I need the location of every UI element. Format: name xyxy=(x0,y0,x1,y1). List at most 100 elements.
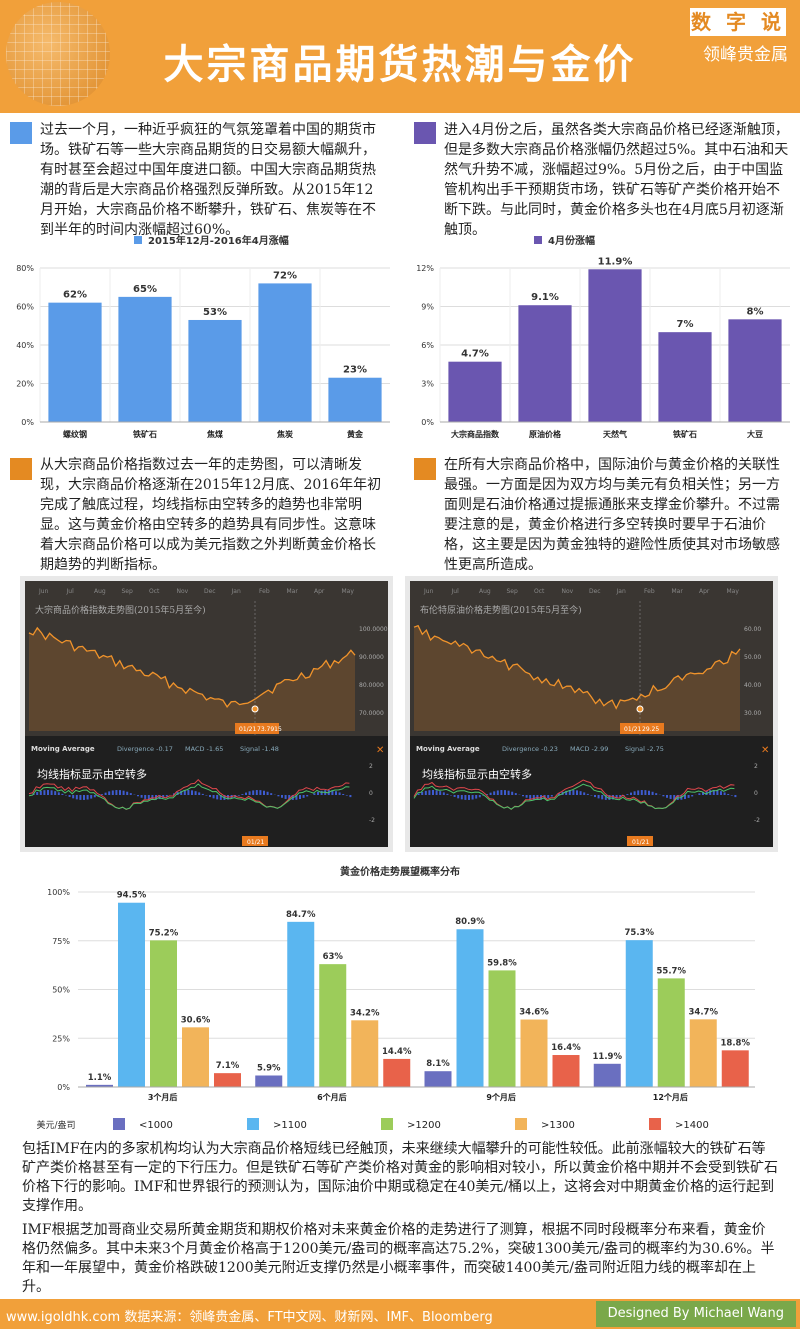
macd-bar xyxy=(691,795,694,797)
macd-bar xyxy=(460,795,463,800)
macd-line xyxy=(413,779,735,811)
macd-bar xyxy=(180,790,183,795)
macd-bar xyxy=(572,790,575,795)
macd-bar xyxy=(158,795,161,800)
macd-bar xyxy=(277,795,280,797)
bar-value-label: 1.1% xyxy=(88,1073,112,1083)
ma-label: Moving Average xyxy=(416,745,480,753)
stock-chart-brent-oil: Jun Jul Aug Sep Oct Nov Dec Jan Feb Mar Apr May 布伦特原… xyxy=(405,576,778,852)
legend-label: >1100 xyxy=(273,1120,307,1131)
macd-bar xyxy=(198,792,201,795)
y-tick-label: -2 xyxy=(754,817,760,824)
macd-bar xyxy=(245,792,247,795)
bar-value-label: 84.7% xyxy=(286,910,316,920)
legend-swatch xyxy=(515,1118,527,1130)
page-title: 大宗商品期货热潮与金价 xyxy=(163,42,637,88)
bar xyxy=(625,940,653,1087)
macd-bar xyxy=(705,790,708,795)
bar-value-label: 9.1% xyxy=(531,292,559,303)
macd-bar xyxy=(349,795,352,798)
macd-bar xyxy=(439,791,442,795)
month-label: Apr xyxy=(699,588,710,595)
month-label: Mar xyxy=(672,588,684,595)
y-tick-label: 2 xyxy=(369,763,373,770)
x-tick-label: 焦煤 xyxy=(206,429,223,439)
chart-april-gains: 4月份涨幅 0% 3% 6% 9% 12% 4.7% 大宗商品指数 9.1% 原油价格 11.9% 天… xyxy=(402,232,798,442)
macd-bar xyxy=(486,794,488,795)
chart-title: 2015年12月-2016年4月涨幅 xyxy=(148,234,289,247)
price-area xyxy=(414,625,740,731)
chart-gold-probability: 黄金价格走势展望概率分布 0% 25% 50% 75% 100% 1.1% 94.5% 75.2… xyxy=(0,858,800,1136)
close-icon: ✕ xyxy=(761,745,769,756)
macd-bar xyxy=(183,790,186,795)
bar xyxy=(588,269,642,422)
signal-line xyxy=(413,783,735,810)
month-label: Jul xyxy=(66,588,75,595)
bar-value-label: 5.9% xyxy=(257,1063,281,1073)
macd-bar xyxy=(655,793,658,795)
bar xyxy=(188,319,242,422)
month-label: Oct xyxy=(149,588,160,595)
macd-bar xyxy=(482,795,485,796)
macd-bar xyxy=(687,795,690,798)
macd-bar xyxy=(306,795,309,797)
macd-bar xyxy=(39,790,42,795)
macd-bar xyxy=(622,795,625,796)
month-label: Nov xyxy=(177,588,189,595)
macd-bar xyxy=(446,793,449,795)
macd-bar xyxy=(673,795,676,800)
macd-annotation: 均线指标显示由空转多 xyxy=(422,767,532,781)
date-label: 01/21 xyxy=(624,726,641,733)
bar-value-label: 55.7% xyxy=(657,966,687,976)
macd-bar xyxy=(36,791,39,795)
y-tick-label: 40% xyxy=(16,341,34,350)
macd-bar xyxy=(57,792,60,795)
macd-bar xyxy=(684,795,686,800)
bar xyxy=(424,1071,452,1087)
x-tick-label: 黄金 xyxy=(347,429,364,439)
macd-bar xyxy=(734,795,737,798)
macd-label: MACD -2.99 xyxy=(570,745,608,753)
x-tick-label: 大豆 xyxy=(747,429,763,439)
macd-bar xyxy=(666,795,668,798)
macd-bar xyxy=(338,792,341,795)
macd-label: MACD -1.65 xyxy=(185,745,223,753)
stock-chart-title: 大宗商品价格指数走势图(2015年5月至今) xyxy=(35,604,206,616)
bar-value-label: 80.9% xyxy=(455,917,485,927)
x-tick-label: 天然气 xyxy=(603,429,627,439)
y-tick-label: 30.00 xyxy=(744,710,761,717)
macd-bar xyxy=(529,795,532,799)
macd-bar xyxy=(453,795,456,797)
price-panel xyxy=(25,581,388,736)
macd-bar xyxy=(61,793,64,795)
y-tick-label: 90.0000 xyxy=(359,654,384,661)
macd-bar xyxy=(252,790,255,795)
x-tick-label: 大宗商品指数 xyxy=(451,429,500,439)
macd-bar xyxy=(615,795,618,799)
macd-bar xyxy=(504,790,506,795)
macd-bar xyxy=(270,793,273,795)
bar-value-label: 8% xyxy=(747,306,764,317)
legend-label: >1200 xyxy=(407,1120,441,1131)
section-text-3: 从大宗商品价格指数过去一年的走势图，可以清晰发现，大宗商品价格逐渐在2015年1… xyxy=(40,457,382,573)
month-label: Dec xyxy=(204,588,216,595)
macd-bar xyxy=(702,791,704,795)
x-tick-label: 铁矿石 xyxy=(133,429,157,439)
bar xyxy=(721,1050,749,1087)
bar-value-label: 7% xyxy=(677,319,694,330)
x-tick-label: 12个月后 xyxy=(653,1092,688,1102)
bullet-square xyxy=(414,458,436,480)
month-label: Aug xyxy=(94,588,106,595)
macd-bar xyxy=(612,795,614,800)
bar-value-label: 4.7% xyxy=(461,349,489,360)
macd-bar xyxy=(637,790,640,795)
macd-bar xyxy=(165,795,168,797)
macd-bar xyxy=(568,790,571,795)
y-tick-label: 60.00 xyxy=(744,626,761,633)
x-tick-label: 焦炭 xyxy=(276,429,293,439)
macd-bar xyxy=(126,791,129,795)
macd-bar xyxy=(119,790,121,795)
price-panel xyxy=(410,581,773,736)
macd-bar xyxy=(630,792,632,795)
macd-bar xyxy=(137,795,139,797)
